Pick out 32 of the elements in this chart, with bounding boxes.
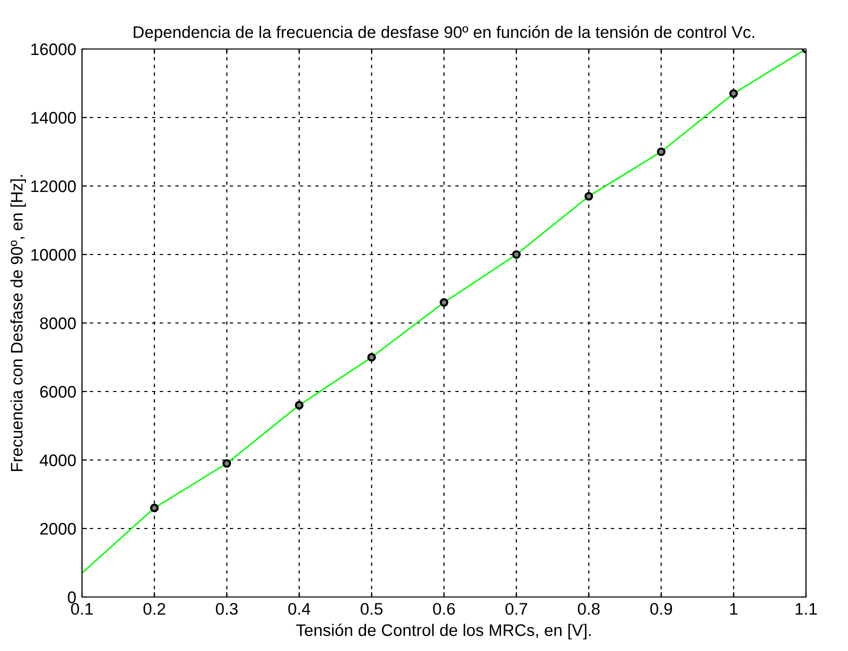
point: [440, 298, 448, 307]
point: [729, 89, 738, 98]
chart-title: Dependencia de la frecuencia de desfase 90º en función de la tensión de control Vc.: [134, 26, 754, 42]
x-tick-label: 0.5: [360, 602, 382, 615]
point: [656, 147, 666, 156]
x-tick-label: 0.9: [650, 602, 672, 615]
x-tick-label: 0.4: [288, 602, 310, 615]
y-axis-title: Frecuencia con Desfase de 90º, en [Hz].: [10, 175, 26, 472]
y-tick-label: 14000: [31, 112, 76, 124]
x-tick-label: 0.1: [71, 602, 93, 615]
x-tick-label: 1.1: [796, 603, 817, 615]
x-tick-label: 0.6: [433, 602, 455, 615]
point: [150, 504, 159, 512]
y-tick-label: 12000: [31, 180, 76, 192]
point: [222, 459, 232, 468]
point: [512, 250, 521, 259]
y-tick-label: 6000: [40, 386, 76, 398]
x-tick-label: 0.8: [578, 602, 600, 615]
x-tick-label: 1: [730, 603, 738, 615]
x-tick-label: 0.2: [143, 602, 166, 615]
x-tick-label: 0.3: [216, 602, 238, 615]
y-tick-label: 8000: [40, 317, 76, 330]
x-tick-label: 0.7: [505, 602, 528, 615]
point: [367, 352, 376, 362]
point: [294, 400, 304, 410]
y-tick-label: 4000: [40, 454, 76, 466]
y-tick-label: 16000: [31, 43, 76, 56]
y-tick-label: 2000: [40, 522, 76, 535]
x-axis-title: Tensión de Control de los MRCs, en [V].: [296, 624, 591, 640]
point: [584, 192, 594, 201]
y-tick-label: 0: [68, 591, 76, 604]
y-tick-label: 10000: [31, 248, 76, 261]
